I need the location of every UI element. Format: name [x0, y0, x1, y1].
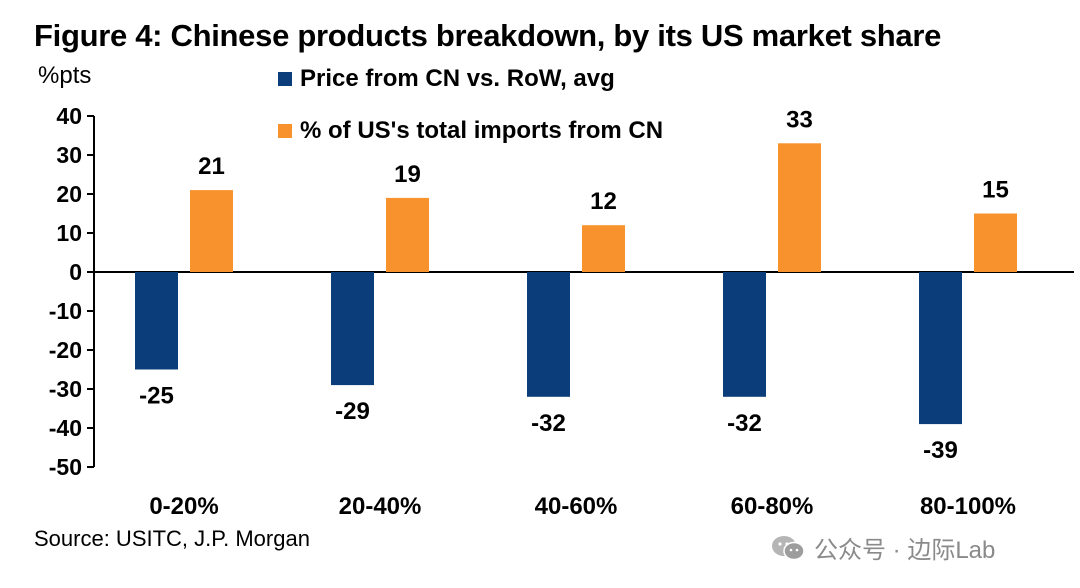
data-label: -39 [923, 437, 958, 464]
y-tick-label: -30 [49, 376, 82, 402]
y-tick-label: 40 [56, 103, 82, 129]
legend: Price from CN vs. RoW, avg % of US's tot… [278, 62, 663, 166]
watermark-text: 公众号 · 边际Lab [814, 537, 996, 564]
y-tick-label: 0 [69, 259, 82, 285]
data-label: -32 [727, 410, 762, 437]
y-tick-label: 10 [56, 220, 82, 246]
y-axis-unit-label: %pts [38, 62, 92, 89]
bar-price [527, 272, 570, 397]
bar-imports [582, 225, 625, 272]
legend-swatch-imports [278, 124, 292, 138]
data-label: 15 [982, 177, 1009, 204]
legend-label-imports: % of US's total imports from CN [300, 117, 664, 144]
watermark: 公众号 · 边际Lab [770, 530, 995, 565]
x-category-label: 0-20% [149, 493, 218, 520]
source-note: Source: USITC, J.P. Morgan [34, 526, 310, 551]
data-label: -25 [139, 383, 174, 410]
bar-price [919, 272, 962, 425]
data-label: 21 [198, 153, 225, 180]
legend-swatch-price [278, 72, 292, 86]
data-label: -32 [531, 410, 566, 437]
y-tick-label: -50 [49, 454, 82, 480]
x-category-label: 80-100% [920, 493, 1016, 520]
x-category-label: 20-40% [339, 493, 422, 520]
bar-imports [386, 197, 429, 272]
x-category-label: 60-80% [731, 493, 814, 520]
x-category-label: 40-60% [535, 493, 618, 520]
bar-price [331, 272, 374, 386]
bar-price [723, 272, 766, 397]
data-label: 33 [786, 106, 813, 133]
y-tick-label: -40 [49, 415, 82, 441]
y-tick-label: -10 [49, 298, 82, 324]
bar-price [135, 272, 178, 370]
data-label: 12 [590, 188, 617, 215]
data-label: -29 [335, 398, 370, 425]
y-tick-label: -20 [49, 337, 82, 363]
data-label: 19 [394, 161, 421, 188]
bar-imports [974, 213, 1017, 272]
chart-title: Figure 4: Chinese products breakdown, by… [34, 18, 942, 53]
y-tick-label: 30 [56, 142, 82, 168]
legend-item-imports: % of US's total imports from CN [278, 114, 663, 148]
bar-imports [190, 190, 233, 272]
legend-label-price: Price from CN vs. RoW, avg [300, 65, 615, 92]
legend-item-price: Price from CN vs. RoW, avg [278, 62, 663, 96]
wechat-icon [772, 535, 805, 560]
bar-imports [778, 143, 821, 272]
y-tick-label: 20 [56, 181, 82, 207]
